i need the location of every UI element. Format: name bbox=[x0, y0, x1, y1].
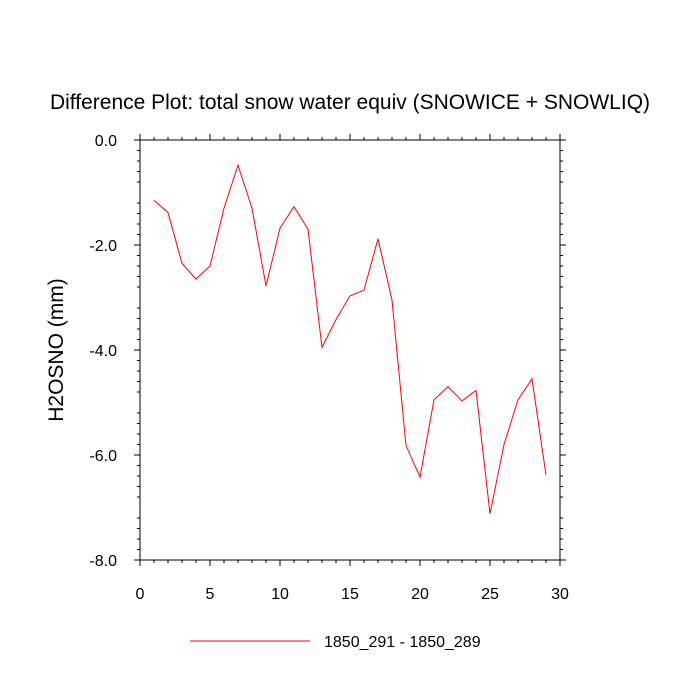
x-tick-label: 20 bbox=[411, 586, 429, 603]
x-tick-label: 5 bbox=[206, 586, 215, 603]
y-tick-label: -4.0 bbox=[89, 343, 117, 360]
axis-tick-labels: 0 5 10 15 20 25 30 0.0 -2.0 -4.0 -6.0 -8.0 bbox=[89, 133, 569, 603]
plot-area-frame bbox=[139, 139, 561, 561]
y-tick-label: -8.0 bbox=[89, 553, 117, 570]
legend-label: 1850_291 - 1850_289 bbox=[324, 634, 481, 651]
x-tick-label: 25 bbox=[481, 586, 499, 603]
series-line bbox=[153, 163, 547, 514]
axis-ticks bbox=[134, 134, 566, 566]
y-tick-label: -6.0 bbox=[89, 448, 117, 465]
chart-title: Difference Plot: total snow water equiv … bbox=[50, 91, 650, 114]
legend: 1850_291 - 1850_289 bbox=[190, 634, 481, 651]
x-tick-label: 10 bbox=[271, 586, 289, 603]
x-tick-label: 0 bbox=[136, 586, 145, 603]
x-tick-label: 30 bbox=[551, 586, 569, 603]
x-tick-label: 15 bbox=[341, 586, 359, 603]
y-axis-label: H2OSNO (mm) bbox=[45, 278, 68, 422]
series-layer bbox=[153, 163, 547, 514]
y-tick-label: -2.0 bbox=[89, 238, 117, 255]
y-tick-label: 0.0 bbox=[95, 133, 117, 150]
